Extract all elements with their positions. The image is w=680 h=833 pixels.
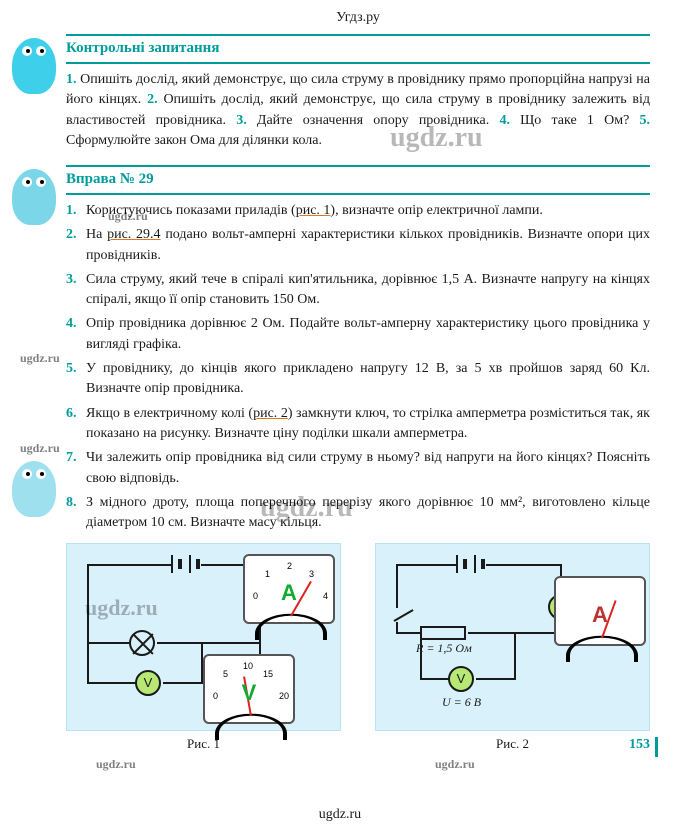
voltmeter-symbol: V xyxy=(448,666,474,692)
ammeter-gauge: A 01234 xyxy=(243,554,335,624)
figure-link[interactable]: рис. 2 xyxy=(253,406,288,421)
control-questions-block: Контрольні запитання 1. Опишіть дослід, … xyxy=(66,34,650,151)
switch-symbol xyxy=(394,610,414,623)
ex-text: Опір провідника дорівнює 2 Ом. Подайте в… xyxy=(86,314,650,355)
ex-item: 7. Чи залежить опір провідника від сили … xyxy=(66,448,650,489)
ex-text: На рис. 29.4 подано вольт-амперні характ… xyxy=(86,225,650,266)
ex-num: 3. xyxy=(66,270,86,311)
circuit-panel-2: A R = 1,5 Ом V U = 6 В A xyxy=(375,543,650,731)
kq-text: 1. Опишіть дослід, який демонструє, що с… xyxy=(66,70,650,151)
figure-1-caption: Рис. 1 xyxy=(66,735,341,754)
ex-num: 1. xyxy=(66,201,86,221)
exercise-block: Вправа № 29 1. Користуючись показами при… xyxy=(66,165,650,533)
voltage-label: U = 6 В xyxy=(442,694,481,711)
kq-item-4: Що таке 1 Ом? xyxy=(520,113,629,128)
kq-heading: Контрольні запитання xyxy=(66,34,650,64)
ex-text: Якщо в електричному колі (рис. 2) замкну… xyxy=(86,404,650,445)
ex-text: Чи залежить опір провідника від сили стр… xyxy=(86,448,650,489)
ex-item: 5. У провіднику, до кінців якого приклад… xyxy=(66,359,650,400)
kq-num-2: 2. xyxy=(147,92,158,107)
resistor-symbol xyxy=(420,626,466,640)
figures-row: A V A 01234 V 05101520 xyxy=(66,543,650,771)
ex-text: З мідного дроту, площа поперечного перер… xyxy=(86,493,650,534)
kq-num-1: 1. xyxy=(66,72,77,87)
resistor-label: R = 1,5 Ом xyxy=(416,640,472,657)
mascot-icon xyxy=(12,38,56,94)
site-footer: ugdz.ru xyxy=(0,805,680,825)
ex-text: У провіднику, до кінців якого прикладено… xyxy=(86,359,650,400)
watermark-small: ugdz.ru xyxy=(20,440,60,457)
watermark-big-1: ugdz.ru xyxy=(390,118,483,159)
ammeter-letter-2: A xyxy=(556,599,644,631)
ex-num: 5. xyxy=(66,359,86,400)
site-header: Угдз.ру xyxy=(66,8,650,28)
mascot-icon xyxy=(12,169,56,225)
voltmeter-gauge: V 05101520 xyxy=(203,654,295,724)
kq-num-5: 5. xyxy=(640,113,651,128)
ex-item: 6. Якщо в електричному колі (рис. 2) зам… xyxy=(66,404,650,445)
lamp-symbol xyxy=(129,630,155,656)
ex-num: 7. xyxy=(66,448,86,489)
ammeter-letter: A xyxy=(245,577,333,609)
kq-num-3: 3. xyxy=(236,113,247,128)
watermark-big-2: ugdz.ru xyxy=(260,488,353,529)
figure-2-caption: Рис. 2 xyxy=(375,735,650,754)
page-number: 153 xyxy=(629,735,650,755)
exercise-list: 1. Користуючись показами приладів (рис. … xyxy=(66,201,650,533)
watermark-small: ugdz.ru xyxy=(108,208,148,225)
ex-num: 4. xyxy=(66,314,86,355)
ex-text: Сила струму, який тече в спіралі кип'яти… xyxy=(86,270,650,311)
ex-num: 6. xyxy=(66,404,86,445)
figure-2: A R = 1,5 Ом V U = 6 В A Рис. 2 ugdz.ru xyxy=(375,543,650,771)
ex-heading: Вправа № 29 xyxy=(66,165,650,195)
ex-item: 2. На рис. 29.4 подано вольт-амперні хар… xyxy=(66,225,650,266)
kq-num-4: 4. xyxy=(499,113,510,128)
ex-item: 4. Опір провідника дорівнює 2 Ом. Подайт… xyxy=(66,314,650,355)
ex-item: 8. З мідного дроту, площа поперечного пе… xyxy=(66,493,650,534)
ex-num: 2. xyxy=(66,225,86,266)
figure-link[interactable]: рис. 1 xyxy=(296,203,331,218)
ex-item: 1. Користуючись показами приладів (рис. … xyxy=(66,201,650,221)
watermark-small: ugdz.ru xyxy=(435,756,680,773)
ex-item: 3. Сила струму, який тече в спіралі кип'… xyxy=(66,270,650,311)
ex-num: 8. xyxy=(66,493,86,534)
page-bar xyxy=(655,737,658,757)
figure-1: A V A 01234 V 05101520 xyxy=(66,543,341,771)
ammeter-gauge-2: A xyxy=(554,576,646,646)
ex-text: Користуючись показами приладів (рис. 1),… xyxy=(86,201,650,221)
mascot-icon xyxy=(12,461,56,517)
voltmeter-symbol: V xyxy=(135,670,161,696)
watermark-fig1: ugdz.ru xyxy=(85,592,158,624)
circuit-panel-1: A V A 01234 V 05101520 xyxy=(66,543,341,731)
watermark-small: ugdz.ru xyxy=(20,350,60,367)
kq-item-5: Сформулюйте закон Ома для ділянки кола. xyxy=(66,133,322,148)
watermark-small: ugdz.ru xyxy=(96,756,371,773)
figure-link[interactable]: рис. 29.4 xyxy=(107,227,160,242)
